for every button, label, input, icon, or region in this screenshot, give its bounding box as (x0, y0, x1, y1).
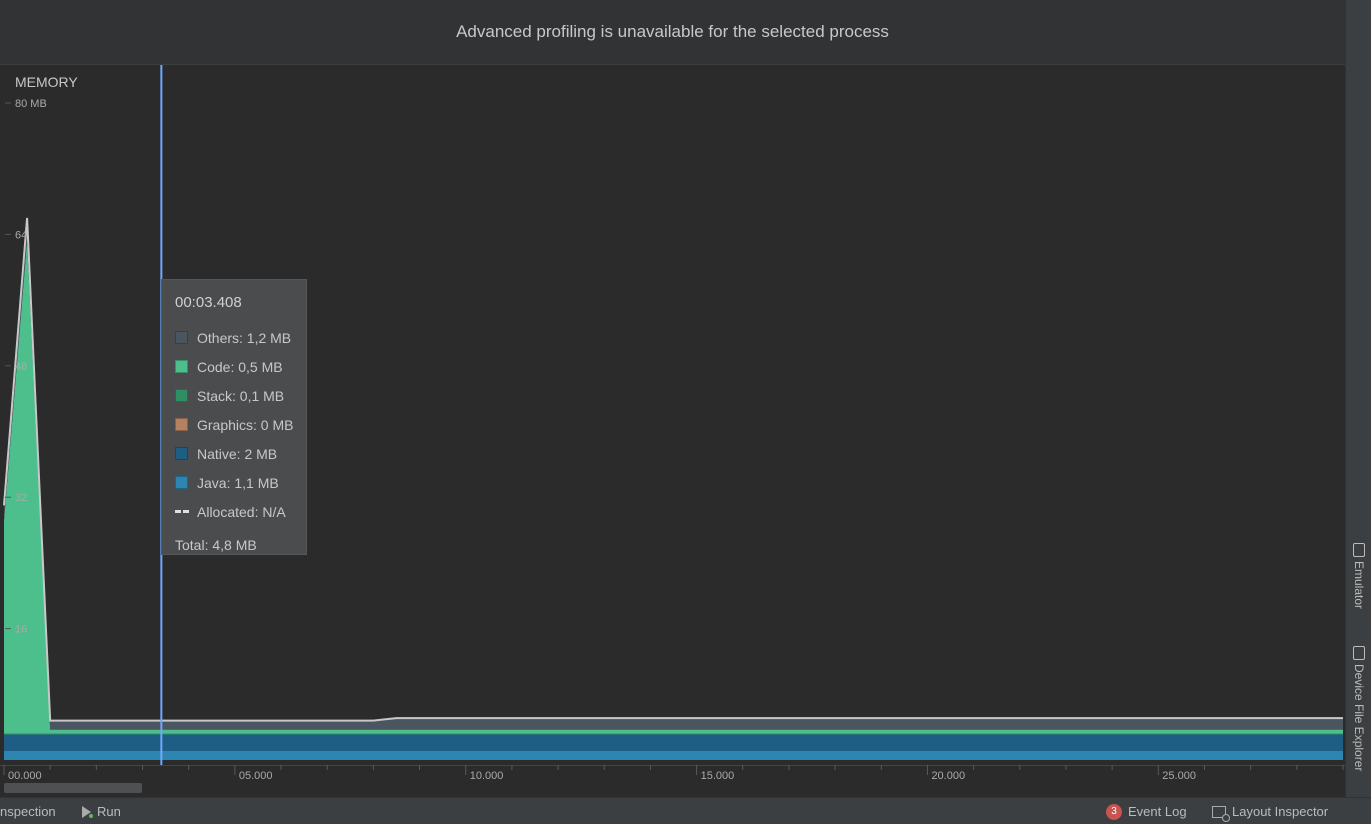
x-tick-label: 00.000 (8, 770, 42, 782)
area-java (4, 750, 1343, 760)
y-tick-label: 32 (15, 492, 27, 504)
inspection-label: nspection (0, 804, 56, 819)
allocated-dash-icon (175, 505, 189, 518)
tooltip-label: Allocated: N/A (197, 503, 286, 520)
event-log-label: Event Log (1128, 804, 1187, 819)
x-tick-label: 10.000 (470, 770, 504, 782)
emulator-icon (1353, 543, 1365, 557)
device-file-explorer-label: Device File Explorer (1352, 664, 1366, 772)
y-tick-label: 80 MB (15, 98, 47, 110)
tooltip-time: 00:03.408 (175, 294, 242, 311)
tooltip-label: Java: 1,1 MB (197, 474, 279, 491)
tooltip-row-others: Others: 1,2 MB (175, 323, 306, 352)
x-tick-label: 15.000 (701, 770, 735, 782)
device-icon (1353, 646, 1365, 660)
y-tick-label: 48 (15, 361, 27, 373)
bottom-toolbar: nspection Run 3 Event Log Layout Inspect… (0, 797, 1371, 824)
tooltip-row-stack: Stack: 0,1 MB (175, 381, 306, 410)
tooltip-total: Total: 4,8 MB (175, 536, 257, 553)
tooltip-row-java: Java: 1,1 MB (175, 468, 306, 497)
others-swatch (175, 331, 188, 344)
x-tick-label: 25.000 (1162, 770, 1196, 782)
time-axis: 00.000 05.000 10.000 15.000 20.000 25.000 (0, 765, 1345, 782)
tooltip-items: Others: 1,2 MB Code: 0,5 MB Stack: 0,1 M… (175, 323, 306, 526)
tooltip-label: Stack: 0,1 MB (197, 387, 285, 404)
y-tick-label: 64 (15, 229, 27, 241)
right-tool-strip: Emulator Device File Explorer (1345, 0, 1371, 797)
inspection-tab[interactable]: nspection (0, 798, 56, 824)
java-swatch (175, 476, 188, 489)
tooltip-row-native: Native: 2 MB (175, 439, 306, 468)
run-tab[interactable]: Run (82, 798, 121, 824)
timeline-scrollbar[interactable] (4, 783, 142, 793)
tooltip-label: Code: 0,5 MB (197, 358, 283, 375)
tooltip-row-graphics: Graphics: 0 MB (175, 410, 306, 439)
emulator-tab[interactable]: Emulator (1346, 543, 1371, 609)
banner-text: Advanced profiling is unavailable for th… (456, 22, 889, 41)
graphics-swatch (175, 418, 188, 431)
x-tick-label: 05.000 (239, 770, 273, 782)
emulator-label: Emulator (1352, 561, 1366, 610)
tooltip-row-allocated: Allocated: N/A (175, 497, 306, 526)
memory-tooltip: 00:03.408 Others: 1,2 MB Code: 0,5 MB St… (161, 279, 307, 555)
area-native (4, 734, 1343, 751)
event-log-tab[interactable]: 3 Event Log (1106, 798, 1187, 824)
layout-inspector-icon (1212, 805, 1230, 822)
code-swatch (175, 360, 188, 373)
profiling-banner: Advanced profiling is unavailable for th… (0, 0, 1345, 65)
x-tick-label: 20.000 (931, 770, 965, 782)
run-label: Run (97, 804, 121, 819)
memory-label: MEMORY (15, 74, 78, 90)
device-file-explorer-tab[interactable]: Device File Explorer (1346, 646, 1371, 771)
timeline-axis: 00.000 05.000 10.000 15.000 20.000 25.000 (0, 765, 1345, 797)
y-tick-label: 16 (15, 624, 27, 636)
tooltip-label: Graphics: 0 MB (197, 416, 294, 433)
layout-inspector-tab[interactable]: Layout Inspector (1212, 798, 1328, 824)
run-icon (82, 805, 93, 818)
tooltip-label: Others: 1,2 MB (197, 329, 292, 346)
layout-inspector-label: Layout Inspector (1232, 804, 1329, 819)
total-memory-line (3, 217, 1343, 722)
native-swatch (175, 447, 188, 460)
event-log-count-badge: 3 (1106, 803, 1122, 820)
tooltip-label: Native: 2 MB (197, 445, 278, 462)
tooltip-row-code: Code: 0,5 MB (175, 352, 306, 381)
stack-swatch (175, 389, 188, 402)
area-stack (4, 733, 1343, 735)
